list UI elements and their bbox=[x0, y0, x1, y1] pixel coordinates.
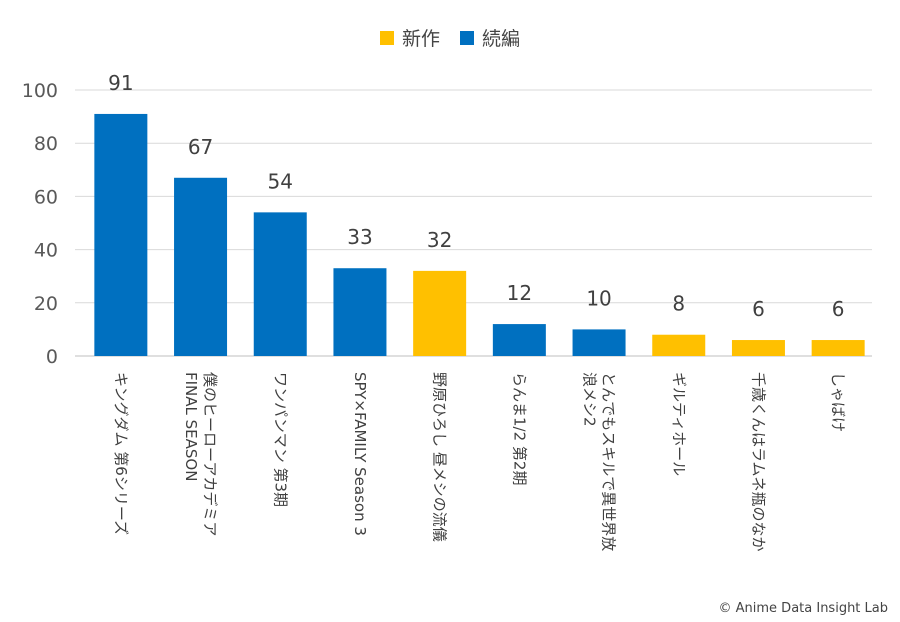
bar bbox=[731, 340, 785, 356]
bar bbox=[94, 113, 148, 356]
data-label: 67 bbox=[188, 135, 213, 159]
x-category-label: ギルティホール bbox=[670, 372, 688, 476]
data-label: 6 bbox=[832, 297, 845, 321]
bar bbox=[333, 268, 387, 356]
y-tick-label: 20 bbox=[34, 293, 58, 315]
y-tick-label: 0 bbox=[46, 346, 58, 368]
legend-label-new: 新作 bbox=[401, 28, 440, 50]
x-category-label: FINAL SEASON bbox=[182, 372, 200, 481]
legend-label-sequel: 続編 bbox=[482, 28, 521, 50]
data-label: 54 bbox=[268, 169, 293, 193]
chart-legend: 新作 続編 bbox=[0, 24, 900, 51]
data-label: 33 bbox=[347, 225, 372, 249]
bar bbox=[174, 177, 228, 356]
legend-swatch-new bbox=[379, 30, 394, 45]
data-label: 8 bbox=[672, 292, 685, 316]
y-tick-label: 80 bbox=[34, 133, 58, 155]
data-label: 6 bbox=[752, 297, 765, 321]
x-category-label: しゃばけ bbox=[829, 372, 847, 432]
y-tick-label: 100 bbox=[22, 80, 58, 102]
legend-item-sequel: 続編 bbox=[460, 24, 520, 51]
x-category-label: 僕のヒーローアカデミア bbox=[201, 372, 219, 536]
data-label: 32 bbox=[427, 228, 452, 252]
bar bbox=[492, 324, 546, 356]
x-category-label: ワンパンマン 第3期 bbox=[271, 372, 289, 507]
data-label: 12 bbox=[507, 281, 532, 305]
bar bbox=[652, 334, 706, 356]
bar bbox=[413, 270, 467, 356]
data-label: 91 bbox=[108, 71, 133, 95]
x-category-label: とんでもスキルで異世界放 bbox=[600, 372, 618, 551]
y-tick-label: 40 bbox=[34, 240, 58, 262]
credit-text: © Anime Data Insight Lab bbox=[718, 601, 888, 616]
x-category-label: 浪メシ2 bbox=[581, 372, 599, 427]
x-category-label: 千歳くんはラムネ瓶のなか bbox=[749, 372, 767, 552]
x-category-label: キングダム 第6シリーズ bbox=[112, 372, 130, 535]
data-label: 10 bbox=[586, 286, 611, 310]
y-tick-label: 60 bbox=[34, 186, 58, 208]
bar bbox=[572, 329, 626, 356]
legend-item-new: 新作 bbox=[379, 24, 440, 51]
bar bbox=[811, 340, 865, 356]
x-category-label: SPY×FAMILY Season 3 bbox=[351, 372, 369, 536]
x-category-label: らんま1/2 第2期 bbox=[510, 372, 528, 485]
bar bbox=[253, 212, 307, 356]
x-category-label: 野原ひろし 昼メシの流儀 bbox=[431, 372, 449, 542]
legend-swatch-sequel bbox=[460, 30, 474, 45]
